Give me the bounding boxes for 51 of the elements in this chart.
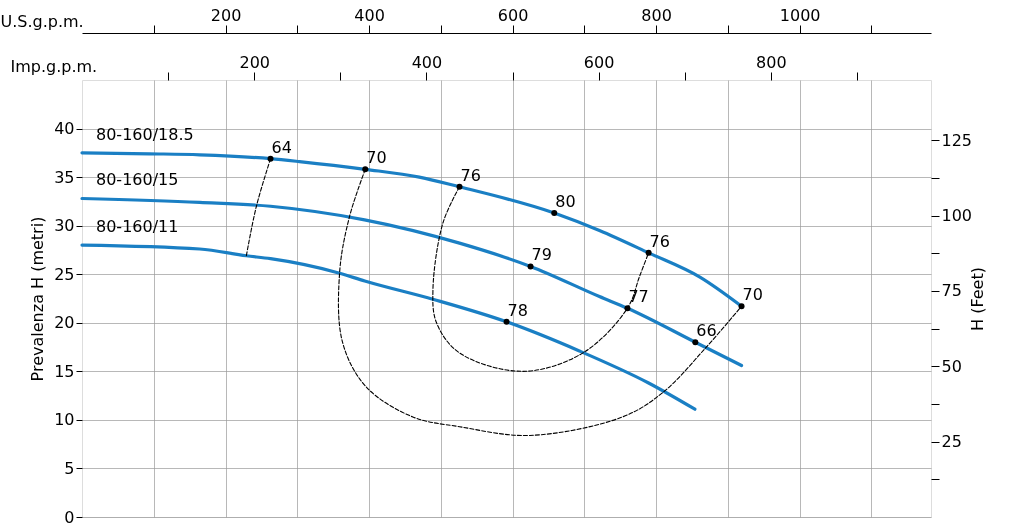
- series-label: 80-160/18.5: [96, 124, 194, 144]
- annotation: 76: [460, 165, 481, 185]
- y-tick-label: 20: [54, 313, 75, 333]
- annotation: 77: [628, 287, 649, 307]
- line-series: [80, 196, 744, 368]
- point: [456, 183, 463, 190]
- y-tick-label: 30: [54, 216, 75, 236]
- y-tick-label: 40: [54, 119, 75, 139]
- annotation: 64: [271, 137, 292, 157]
- x2-tick-label: 200: [239, 52, 270, 72]
- point: [738, 303, 745, 310]
- point: [267, 155, 274, 162]
- annotation: 79: [531, 245, 552, 265]
- y-tick-label: 25: [54, 264, 75, 284]
- point: [362, 166, 369, 173]
- series-label: 80-160/15: [96, 170, 179, 190]
- point: [645, 249, 652, 256]
- point: [624, 305, 631, 312]
- x-tick-label: 800: [641, 5, 672, 25]
- y2-tick-label: 50: [941, 356, 962, 376]
- annotation: 76: [649, 231, 670, 251]
- point: [692, 339, 699, 346]
- annotation: 70: [742, 285, 763, 305]
- y2-tick-label: 125: [941, 130, 973, 150]
- x2-tick-label: 600: [583, 52, 615, 72]
- x2-tick-label: 800: [756, 52, 787, 72]
- point: [503, 318, 510, 325]
- x-tick-label: 400: [354, 5, 385, 25]
- y-tick-label: 0: [64, 507, 75, 527]
- x-axis-title: U.S.g.p.m.: [0, 11, 84, 31]
- x-tick-label: 1000: [779, 5, 821, 25]
- y-tick-label: 10: [54, 410, 75, 430]
- annotation: 66: [696, 321, 717, 341]
- x-tick-label: 600: [497, 5, 529, 25]
- y-tick-label: 35: [54, 167, 75, 187]
- y2-axis-title: H (Feet): [968, 267, 988, 331]
- y-axis-title: Prevalenza H (metri): [28, 216, 48, 382]
- point: [527, 263, 534, 270]
- x2-axis-title: Imp.g.p.m.: [10, 56, 98, 76]
- x-tick-label: 200: [210, 5, 242, 25]
- series-label: 80-160/11: [96, 217, 179, 237]
- y-tick-label: 5: [64, 458, 75, 478]
- y2-tick-label: 25: [941, 432, 962, 452]
- x2-tick-label: 400: [411, 52, 443, 72]
- annotation: 70: [366, 148, 387, 168]
- point: [551, 210, 558, 217]
- annotation: 80: [555, 192, 576, 212]
- y-tick-label: 15: [54, 361, 75, 381]
- y2-tick-label: 100: [941, 206, 973, 226]
- annotation: 78: [507, 300, 528, 320]
- y2-tick-label: 75: [941, 281, 962, 301]
